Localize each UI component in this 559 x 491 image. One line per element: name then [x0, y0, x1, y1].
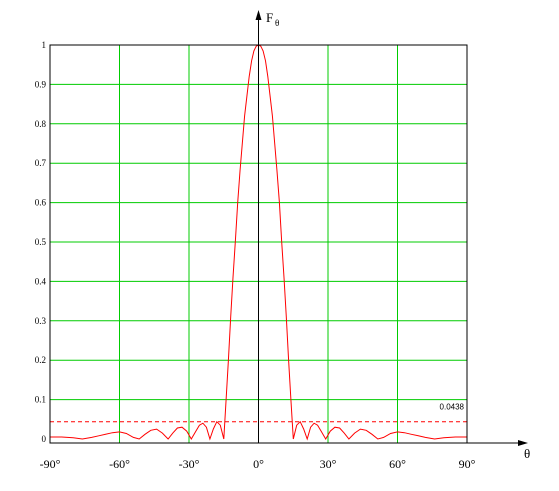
label-layer: F θ θ 0 0.1 0.2 0.3 0.4 0.5 0.6 0.7 0.8 0.9 1 -90° -…: [35, 10, 530, 471]
y-tick-label: 0.4: [35, 276, 47, 286]
x-tick-label: -30°: [179, 457, 200, 471]
x-tick-label: 60°: [389, 457, 406, 471]
x-tick-label: 90°: [459, 457, 476, 471]
y-tick-label: 0.3: [35, 316, 47, 326]
x-tick-label: -90°: [40, 457, 61, 471]
y-tick-label: 1: [42, 40, 47, 50]
y-tick-label: 0.7: [35, 158, 47, 168]
y-tick-label: 0.1: [35, 395, 46, 405]
y-tick-label: 0: [42, 434, 47, 444]
x-tick-label: 30°: [320, 457, 337, 471]
y-axis-label: F: [266, 10, 273, 25]
x-tick-label: 0°: [253, 457, 264, 471]
y-tick-label: 0.6: [35, 198, 47, 208]
y-axis-arrow: [255, 10, 262, 20]
axis-layer: [50, 10, 528, 446]
y-axis-label-subscript: θ: [275, 18, 279, 28]
y-tick-label: 0.5: [35, 237, 47, 247]
x-axis-label: θ: [524, 446, 530, 461]
y-tick-label: 0.9: [35, 79, 47, 89]
x-tick-label: -60°: [109, 457, 130, 471]
threshold-annotation: 0.0438: [440, 403, 465, 412]
y-tick-label: 0.2: [35, 355, 46, 365]
y-tick-label: 0.8: [35, 119, 47, 129]
x-axis-arrow: [518, 440, 528, 446]
